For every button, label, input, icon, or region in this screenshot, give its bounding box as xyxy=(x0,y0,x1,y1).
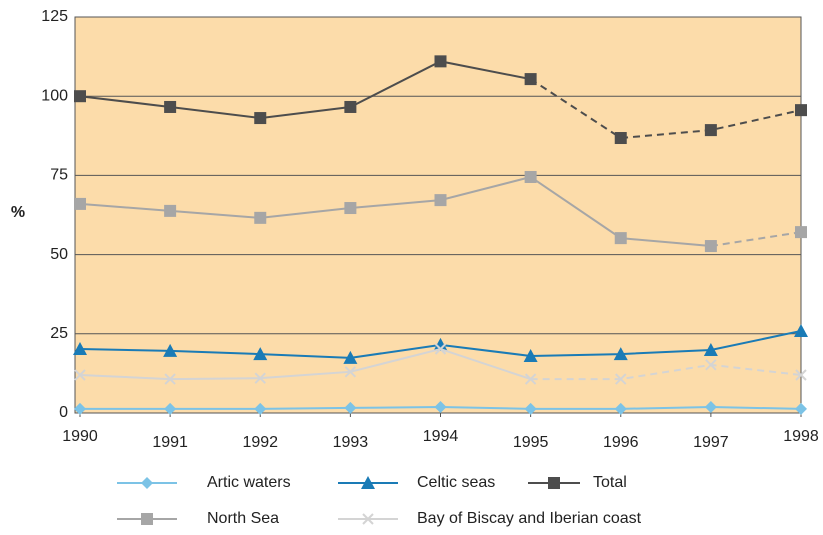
series-line xyxy=(530,363,802,381)
marker xyxy=(164,100,177,113)
marker xyxy=(434,55,447,68)
x-tick-label: 1992 xyxy=(242,434,278,451)
y-tick-label: 0 xyxy=(59,404,68,421)
y-tick-label: 25 xyxy=(50,325,68,342)
marker xyxy=(253,347,268,361)
y-axis-label: % xyxy=(11,204,25,221)
marker xyxy=(614,132,627,145)
marker xyxy=(362,513,374,525)
marker xyxy=(344,202,357,215)
marker xyxy=(361,476,375,489)
marker xyxy=(163,343,178,357)
marker xyxy=(613,347,628,361)
marker xyxy=(164,373,176,385)
marker xyxy=(434,343,447,355)
marker xyxy=(254,112,267,125)
marker xyxy=(343,350,358,364)
y-tick-label: 100 xyxy=(41,87,68,104)
marker xyxy=(795,369,807,381)
x-tick-label: 1998 xyxy=(783,428,819,445)
marker xyxy=(704,400,717,413)
x-tick-label: 1997 xyxy=(693,434,729,451)
marker xyxy=(614,402,627,415)
marker xyxy=(434,194,447,207)
marker xyxy=(524,402,537,415)
legend-label: Celtic seas xyxy=(417,474,495,491)
series-line xyxy=(79,60,531,120)
marker xyxy=(705,359,717,371)
legend-label: Bay of Biscay and Iberian coast xyxy=(417,510,642,527)
marker xyxy=(141,477,153,489)
legend-label: Total xyxy=(593,474,627,491)
series-line xyxy=(79,347,531,381)
marker xyxy=(704,124,717,137)
marker xyxy=(74,369,86,381)
marker xyxy=(74,197,86,210)
y-tick-label: 75 xyxy=(50,167,68,184)
marker xyxy=(795,104,807,117)
x-tick-label: 1994 xyxy=(423,428,459,445)
marker xyxy=(74,90,86,103)
marker xyxy=(615,373,627,385)
marker xyxy=(254,402,267,415)
marker xyxy=(164,204,177,217)
marker xyxy=(523,348,538,362)
y-tick-label: 50 xyxy=(50,246,68,263)
marker xyxy=(434,400,447,413)
marker xyxy=(344,366,357,378)
marker xyxy=(703,342,718,356)
legend-label: North Sea xyxy=(207,510,279,527)
plot-area xyxy=(74,16,802,414)
marker xyxy=(344,100,357,113)
marker xyxy=(524,373,537,385)
legend-label: Artic waters xyxy=(207,474,291,491)
marker xyxy=(524,170,537,183)
marker xyxy=(795,402,807,415)
marker xyxy=(548,477,560,489)
series-line xyxy=(79,175,711,248)
series-line xyxy=(710,231,802,248)
marker xyxy=(794,323,808,337)
x-tick-label: 1996 xyxy=(603,434,639,451)
marker xyxy=(254,372,266,384)
x-tick-label: 1990 xyxy=(62,428,98,445)
marker xyxy=(704,240,717,253)
marker xyxy=(164,402,177,415)
marker xyxy=(344,401,357,414)
x-tick-label: 1991 xyxy=(152,434,188,451)
y-tick-label: 125 xyxy=(41,8,68,25)
marker xyxy=(73,342,87,356)
marker xyxy=(254,211,267,224)
marker xyxy=(74,402,86,415)
marker xyxy=(795,226,807,239)
marker xyxy=(524,73,537,86)
marker xyxy=(614,232,627,245)
marker xyxy=(141,513,153,525)
marker xyxy=(433,337,448,351)
x-tick-label: 1995 xyxy=(513,434,549,451)
series-line xyxy=(530,78,802,140)
x-tick-label: 1993 xyxy=(333,434,369,451)
